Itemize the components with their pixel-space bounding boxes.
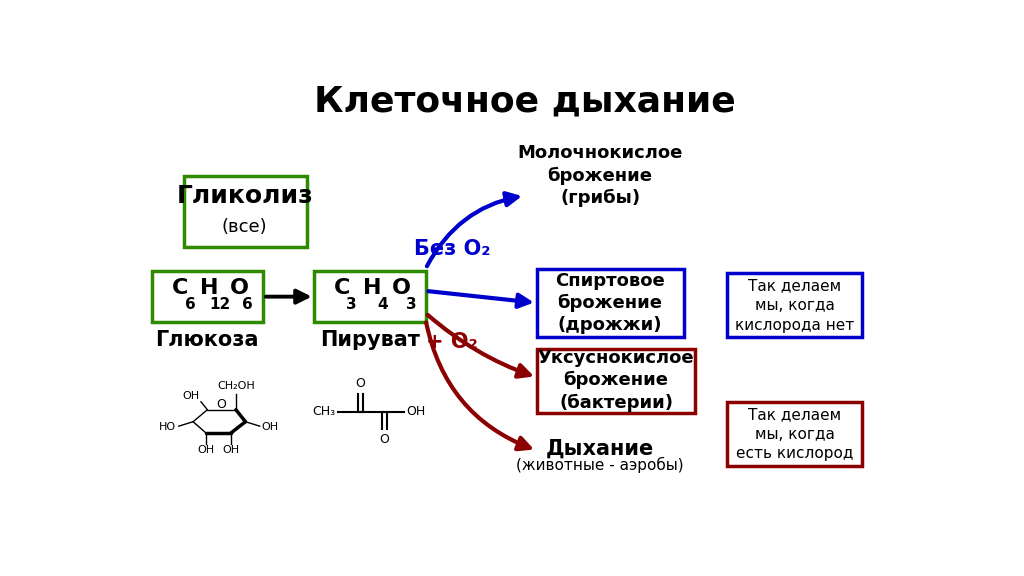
Text: O: O [380, 433, 389, 446]
Text: 6: 6 [184, 297, 196, 312]
Text: O: O [217, 398, 226, 411]
Text: Спиртовое
брожение
(дрожжи): Спиртовое брожение (дрожжи) [555, 271, 665, 334]
Text: H: H [201, 278, 219, 298]
Text: Пируват: Пируват [321, 329, 420, 350]
FancyBboxPatch shape [314, 271, 426, 322]
Text: Дыхание: Дыхание [546, 438, 654, 458]
Text: Так делаем
мы, когда
кислорода нет: Так делаем мы, когда кислорода нет [735, 278, 854, 333]
Text: (животные - аэробы): (животные - аэробы) [516, 457, 684, 473]
Text: Глюкоза: Глюкоза [156, 329, 259, 350]
Text: + О₂: + О₂ [426, 332, 477, 352]
FancyBboxPatch shape [727, 273, 862, 338]
FancyBboxPatch shape [537, 268, 684, 338]
Text: (все): (все) [222, 218, 267, 236]
Text: Гликолиз: Гликолиз [176, 184, 313, 207]
Text: H: H [364, 278, 382, 298]
Text: OH: OH [198, 445, 214, 455]
Text: Так делаем
мы, когда
есть кислород: Так делаем мы, когда есть кислород [736, 407, 853, 461]
FancyBboxPatch shape [727, 402, 862, 466]
FancyBboxPatch shape [183, 176, 306, 247]
Text: O: O [392, 278, 412, 298]
Text: 3: 3 [346, 297, 356, 312]
Text: 3: 3 [406, 297, 417, 312]
Text: Уксуснокислое
брожение
(бактерии): Уксуснокислое брожение (бактерии) [538, 349, 694, 412]
FancyBboxPatch shape [152, 271, 263, 322]
FancyBboxPatch shape [537, 348, 695, 413]
Text: HO: HO [159, 422, 176, 432]
Text: O: O [355, 377, 366, 390]
Text: C: C [334, 278, 350, 298]
Text: O: O [229, 278, 249, 298]
Text: OH: OH [222, 445, 240, 455]
Text: OH: OH [261, 422, 279, 432]
Text: OH: OH [407, 405, 426, 418]
Text: OH: OH [182, 391, 200, 401]
Text: CH₂OH: CH₂OH [217, 381, 255, 391]
Text: 12: 12 [210, 297, 230, 312]
Text: 6: 6 [243, 297, 253, 312]
Text: Молочнокислое
брожение
(грибы): Молочнокислое брожение (грибы) [517, 144, 683, 207]
Text: CH₃: CH₃ [312, 405, 335, 418]
Text: C: C [171, 278, 187, 298]
Text: 4: 4 [378, 297, 388, 312]
Text: Без О₂: Без О₂ [414, 238, 489, 259]
Text: Клеточное дыхание: Клеточное дыхание [314, 85, 735, 119]
